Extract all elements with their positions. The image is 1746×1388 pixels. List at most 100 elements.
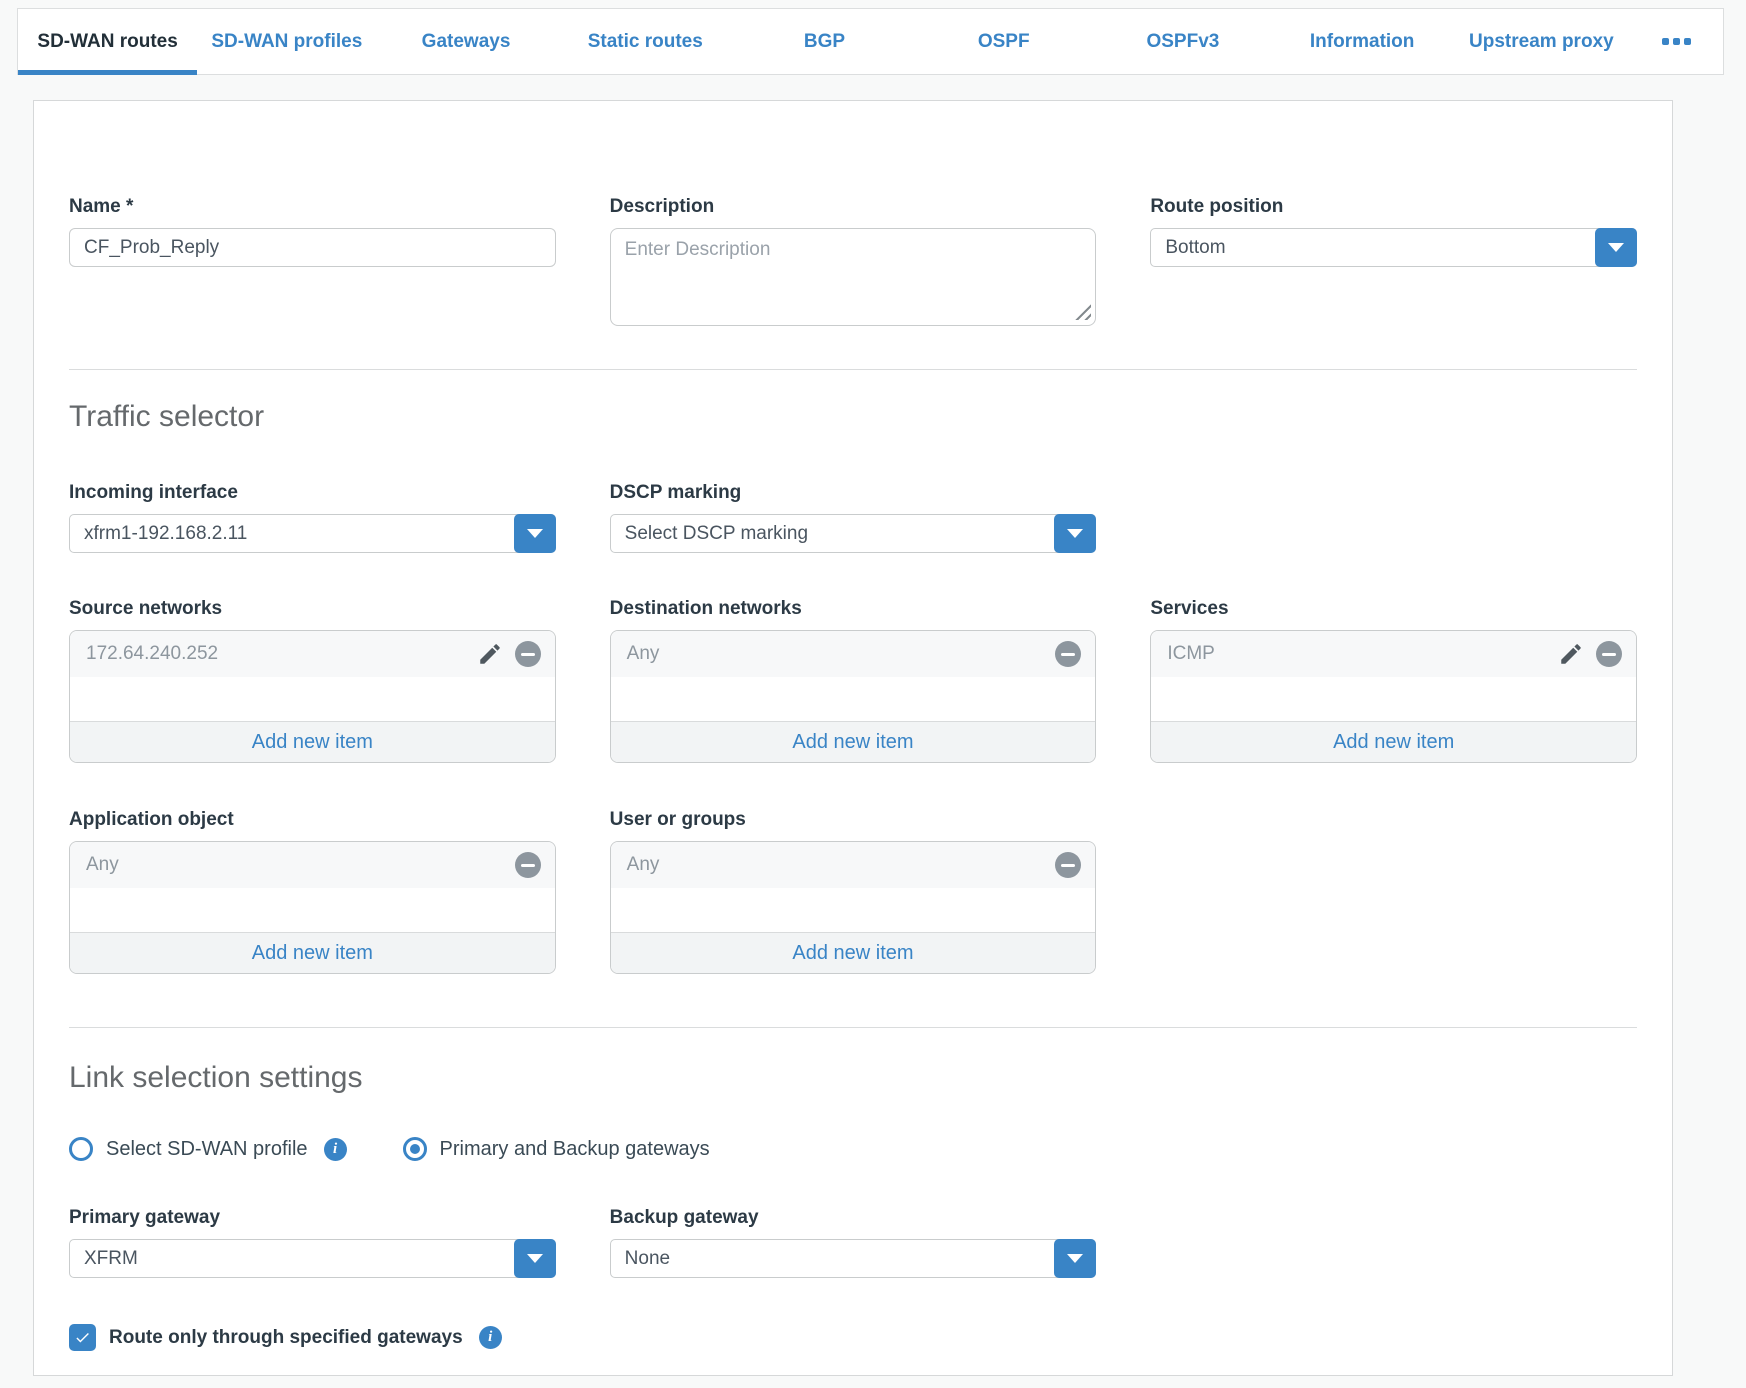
dscp-marking-select[interactable]: Select DSCP marking bbox=[609, 514, 1097, 553]
radio-primary-backup-gateways[interactable]: Primary and Backup gateways bbox=[402, 1137, 710, 1161]
tab-ospfv3[interactable]: OSPFv3 bbox=[1093, 9, 1272, 74]
application-object-label: Application object bbox=[69, 809, 234, 830]
description-field-group: Description bbox=[609, 196, 1097, 326]
list-footer: Add new item bbox=[610, 932, 1096, 973]
chevron-down-icon bbox=[1067, 529, 1084, 538]
user-or-groups-listbox: Any Add new item bbox=[609, 841, 1097, 974]
ellipsis-icon bbox=[1684, 38, 1692, 45]
add-new-item-button[interactable]: Add new item bbox=[251, 730, 373, 753]
ellipsis-icon bbox=[1662, 38, 1670, 45]
chevron-down-icon bbox=[526, 1254, 543, 1263]
route-position-value: Bottom bbox=[1165, 236, 1226, 258]
list-item-text: ICMP bbox=[1167, 643, 1215, 664]
list-empty-area bbox=[610, 677, 1096, 721]
list-empty-area bbox=[610, 888, 1096, 932]
route-form-card: Name * Description Route position Bottom… bbox=[33, 100, 1673, 1376]
edit-pencil-icon[interactable] bbox=[1558, 641, 1584, 667]
list-footer: Add new item bbox=[1151, 721, 1636, 762]
radio-checked-icon[interactable] bbox=[402, 1137, 427, 1161]
radio-label: Primary and Backup gateways bbox=[439, 1137, 710, 1160]
tab-bgp[interactable]: BGP bbox=[735, 9, 914, 74]
route-position-select[interactable]: Bottom bbox=[1150, 228, 1637, 267]
services-listbox: ICMP Add new item bbox=[1150, 630, 1637, 763]
radio-select-sdwan-profile[interactable]: Select SD-WAN profile i bbox=[69, 1137, 347, 1161]
remove-minus-icon[interactable] bbox=[1595, 641, 1622, 667]
add-new-item-button[interactable]: Add new item bbox=[792, 730, 914, 753]
backup-gateway-label: Backup gateway bbox=[609, 1207, 759, 1228]
tab-label: OSPFv3 bbox=[1146, 30, 1220, 52]
add-new-item-button[interactable]: Add new item bbox=[792, 941, 914, 964]
add-new-item-button[interactable]: Add new item bbox=[1333, 730, 1455, 753]
incoming-interface-field-group: Incoming interface xfrm1-192.168.2.11 bbox=[69, 482, 556, 553]
backup-gateway-field-group: Backup gateway None bbox=[609, 1207, 1097, 1278]
tab-label: Information bbox=[1309, 30, 1415, 52]
application-object-group: Application object Any Add new item bbox=[69, 809, 556, 974]
tab-gateways[interactable]: Gateways bbox=[376, 9, 555, 74]
list-footer: Add new item bbox=[70, 932, 555, 973]
tab-static-routes[interactable]: Static routes bbox=[556, 9, 735, 74]
incoming-interface-label: Incoming interface bbox=[69, 482, 238, 503]
section-divider bbox=[69, 369, 1637, 370]
link-selection-radio-row: Select SD-WAN profile i Primary and Back… bbox=[69, 1137, 1637, 1161]
description-label: Description bbox=[609, 196, 715, 217]
tab-label: SD-WAN routes bbox=[37, 30, 178, 52]
remove-minus-icon[interactable] bbox=[514, 641, 541, 667]
incoming-interface-value: xfrm1-192.168.2.11 bbox=[84, 522, 248, 544]
info-icon[interactable]: i bbox=[478, 1326, 502, 1349]
tab-upstream-proxy[interactable]: Upstream proxy bbox=[1452, 9, 1631, 74]
incoming-interface-select[interactable]: xfrm1-192.168.2.11 bbox=[69, 514, 556, 553]
list-item-text: Any bbox=[626, 854, 660, 875]
source-networks-listbox: 172.64.240.252 Add new item bbox=[69, 630, 556, 763]
info-icon[interactable]: i bbox=[323, 1137, 347, 1161]
description-input[interactable] bbox=[609, 228, 1097, 326]
remove-minus-icon[interactable] bbox=[1055, 641, 1082, 667]
list-empty-area bbox=[70, 677, 555, 721]
dropdown-caret-button[interactable] bbox=[513, 514, 556, 553]
tab-information[interactable]: Information bbox=[1273, 9, 1452, 74]
tab-label: SD-WAN profiles bbox=[211, 30, 363, 52]
add-new-item-button[interactable]: Add new item bbox=[251, 941, 373, 964]
dscp-marking-field-group: DSCP marking Select DSCP marking bbox=[609, 482, 1097, 553]
dropdown-caret-button[interactable] bbox=[513, 1239, 556, 1278]
checkbox-checked-icon[interactable] bbox=[69, 1324, 96, 1351]
tab-bar: SD-WAN routes SD-WAN profiles Gateways S… bbox=[17, 8, 1724, 75]
primary-gateway-label: Primary gateway bbox=[69, 1207, 221, 1228]
primary-gateway-select[interactable]: XFRM bbox=[69, 1239, 556, 1278]
services-group: Services ICMP Add new item bbox=[1150, 598, 1637, 763]
list-footer: Add new item bbox=[70, 721, 555, 762]
edit-pencil-icon[interactable] bbox=[477, 641, 503, 667]
list-item: 172.64.240.252 bbox=[70, 631, 555, 677]
chevron-down-icon bbox=[1067, 1254, 1084, 1263]
backup-gateway-select[interactable]: None bbox=[609, 1239, 1097, 1278]
more-tabs-button[interactable] bbox=[1631, 9, 1723, 74]
dropdown-caret-button[interactable] bbox=[1594, 228, 1637, 267]
tab-label: Static routes bbox=[587, 30, 703, 52]
tab-ospf[interactable]: OSPF bbox=[914, 9, 1093, 74]
list-item-text: Any bbox=[86, 854, 119, 875]
name-input[interactable] bbox=[69, 228, 556, 267]
primary-gateway-field-group: Primary gateway XFRM bbox=[69, 1207, 556, 1278]
backup-gateway-value: None bbox=[624, 1247, 671, 1269]
primary-gateway-value: XFRM bbox=[84, 1247, 138, 1269]
name-label: Name * bbox=[69, 196, 134, 217]
list-item: Any bbox=[610, 842, 1096, 888]
dropdown-caret-button[interactable] bbox=[1054, 1239, 1097, 1278]
source-networks-group: Source networks 172.64.240.252 Add new i… bbox=[69, 598, 556, 763]
tab-label: OSPF bbox=[977, 30, 1030, 52]
route-position-label: Route position bbox=[1150, 196, 1284, 217]
chevron-down-icon bbox=[1607, 243, 1624, 252]
tab-label: Upstream proxy bbox=[1469, 30, 1614, 52]
list-item-text: Any bbox=[626, 643, 660, 664]
list-empty-area bbox=[1151, 677, 1636, 721]
list-footer: Add new item bbox=[610, 721, 1096, 762]
remove-minus-icon[interactable] bbox=[1055, 852, 1082, 878]
radio-unchecked-icon[interactable] bbox=[69, 1137, 93, 1161]
tab-sd-wan-profiles[interactable]: SD-WAN profiles bbox=[197, 9, 376, 74]
route-position-field-group: Route position Bottom bbox=[1150, 196, 1637, 326]
name-field-group: Name * bbox=[69, 196, 556, 326]
dropdown-caret-button[interactable] bbox=[1054, 514, 1097, 553]
section-divider bbox=[69, 1027, 1637, 1028]
tab-sd-wan-routes[interactable]: SD-WAN routes bbox=[18, 9, 198, 75]
remove-minus-icon[interactable] bbox=[514, 852, 541, 878]
source-networks-label: Source networks bbox=[69, 598, 223, 619]
